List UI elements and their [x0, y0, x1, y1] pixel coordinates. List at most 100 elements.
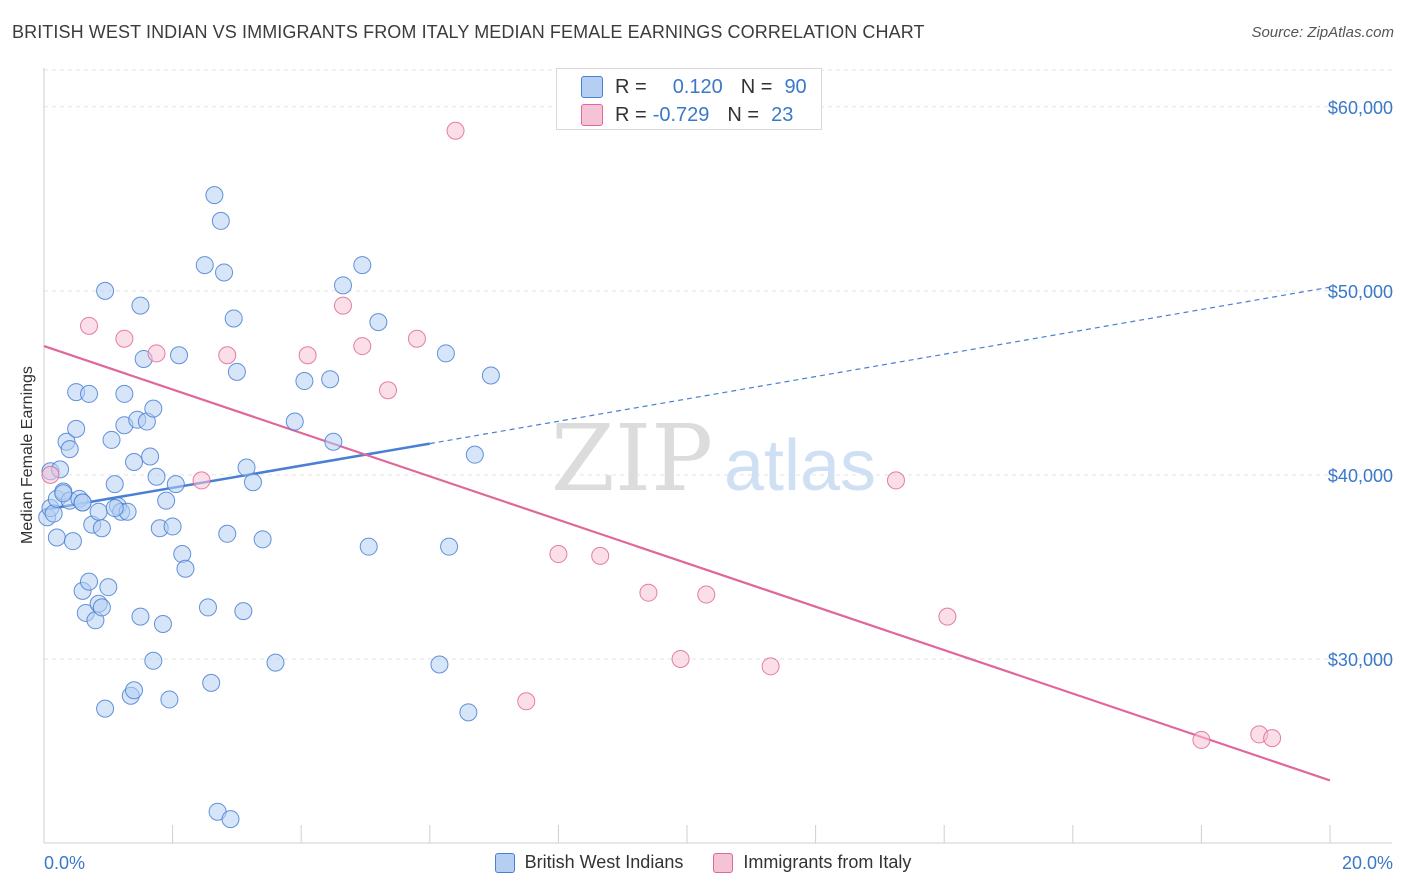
point-british-west-indians	[353, 256, 372, 275]
y-tick-label: $30,000	[1328, 650, 1393, 670]
point-british-west-indians	[102, 430, 121, 449]
point-immigrants-from-italy	[886, 471, 905, 490]
point-immigrants-from-italy	[192, 471, 211, 490]
point-british-west-indians	[243, 473, 262, 492]
point-immigrants-from-italy	[115, 329, 134, 348]
point-immigrants-from-italy	[147, 344, 166, 363]
stats-legend: R = 0.120 N = 90 R = -0.729 N = 23	[556, 68, 822, 130]
point-british-west-indians	[63, 532, 82, 551]
stats-r-label-1: R =	[615, 75, 647, 98]
data-points	[38, 121, 1282, 829]
point-immigrants-from-italy	[1263, 729, 1282, 748]
point-british-west-indians	[359, 537, 378, 556]
stats-r-value-1: 0.120	[672, 75, 723, 98]
point-british-west-indians	[324, 432, 343, 451]
watermark-zip: ZIP	[551, 405, 713, 512]
point-british-west-indians	[369, 313, 388, 332]
trend-line-immigrants-from-italy	[43, 345, 1331, 782]
legend-swatch-pink	[713, 852, 734, 873]
x-tick-label: 20.0%	[1342, 853, 1393, 873]
point-british-west-indians	[234, 602, 253, 621]
point-british-west-indians	[60, 440, 79, 459]
point-immigrants-from-italy	[80, 316, 99, 335]
legend-label-british-west-indians: British West Indians	[524, 852, 684, 872]
trend-line-extension-british-west-indians	[429, 286, 1331, 445]
stats-row-1: R = 0.120 N = 90	[581, 73, 807, 101]
point-immigrants-from-italy	[446, 121, 465, 140]
point-british-west-indians	[141, 447, 160, 466]
point-british-west-indians	[321, 370, 340, 389]
point-british-west-indians	[440, 537, 459, 556]
x-tick-label: 0.0%	[44, 853, 85, 873]
point-british-west-indians	[459, 703, 478, 722]
point-immigrants-from-italy	[379, 381, 398, 400]
point-british-west-indians	[89, 502, 108, 521]
stats-r-label-2: R =	[615, 103, 647, 126]
point-british-west-indians	[481, 366, 500, 385]
gridlines	[44, 69, 1392, 660]
point-british-west-indians	[227, 362, 246, 381]
stats-r-value-2: -0.729	[652, 103, 710, 126]
stats-n-value-1: 90	[784, 75, 807, 98]
source-credit: Source: ZipAtlas.com	[1251, 24, 1394, 41]
point-british-west-indians	[166, 475, 185, 494]
point-immigrants-from-italy	[298, 346, 317, 365]
legend-swatch-blue	[494, 852, 515, 873]
legend-item-immigrants-from-italy: Immigrants from Italy	[713, 852, 911, 873]
point-british-west-indians	[144, 399, 163, 418]
legend-item-british-west-indians: British West Indians	[494, 852, 684, 873]
point-british-west-indians	[47, 528, 66, 547]
point-british-west-indians	[131, 296, 150, 315]
point-british-west-indians	[224, 309, 243, 328]
point-immigrants-from-italy	[549, 545, 568, 564]
stats-swatch-blue	[581, 76, 603, 98]
point-immigrants-from-italy	[697, 585, 716, 604]
point-british-west-indians	[80, 572, 99, 591]
y-tick-label: $40,000	[1328, 466, 1393, 486]
stats-row-2: R = -0.729 N = 23	[581, 101, 793, 129]
point-british-west-indians	[176, 559, 195, 578]
point-british-west-indians	[295, 372, 314, 391]
point-british-west-indians	[221, 810, 240, 829]
chart-title: BRITISH WEST INDIAN VS IMMIGRANTS FROM I…	[12, 22, 925, 42]
point-british-west-indians	[430, 655, 449, 674]
point-immigrants-from-italy	[218, 346, 237, 365]
point-immigrants-from-italy	[671, 649, 690, 668]
point-british-west-indians	[115, 384, 134, 403]
point-immigrants-from-italy	[41, 465, 60, 484]
point-british-west-indians	[80, 384, 99, 403]
point-british-west-indians	[105, 475, 124, 494]
series-legend: British West Indians Immigrants from Ita…	[0, 852, 1406, 873]
point-british-west-indians	[202, 673, 221, 692]
point-british-west-indians	[205, 186, 224, 205]
point-british-west-indians	[266, 653, 285, 672]
point-british-west-indians	[99, 578, 118, 597]
legend-label-immigrants-from-italy: Immigrants from Italy	[743, 852, 912, 872]
point-british-west-indians	[125, 681, 144, 700]
point-british-west-indians	[92, 598, 111, 617]
stats-swatch-pink	[581, 104, 603, 126]
point-immigrants-from-italy	[1192, 730, 1211, 749]
point-british-west-indians	[73, 493, 92, 512]
point-british-west-indians	[436, 344, 455, 363]
point-british-west-indians	[96, 699, 115, 718]
point-british-west-indians	[195, 256, 214, 275]
point-british-west-indians	[157, 491, 176, 510]
point-immigrants-from-italy	[761, 657, 780, 676]
point-british-west-indians	[253, 530, 272, 549]
watermark-atlas: atlas	[724, 426, 876, 506]
trend-lines	[43, 286, 1331, 782]
point-british-west-indians	[218, 524, 237, 543]
point-british-west-indians	[211, 211, 230, 230]
trend-line-british-west-indians	[43, 442, 431, 512]
point-british-west-indians	[144, 651, 163, 670]
point-immigrants-from-italy	[333, 296, 352, 315]
point-british-west-indians	[198, 598, 217, 617]
point-british-west-indians	[333, 276, 352, 295]
point-british-west-indians	[173, 545, 192, 564]
watermark: ZIP atlas	[551, 405, 876, 512]
point-british-west-indians	[215, 263, 234, 282]
stats-n-value-2: 23	[771, 103, 794, 126]
stats-n-label-1: N =	[740, 75, 773, 98]
